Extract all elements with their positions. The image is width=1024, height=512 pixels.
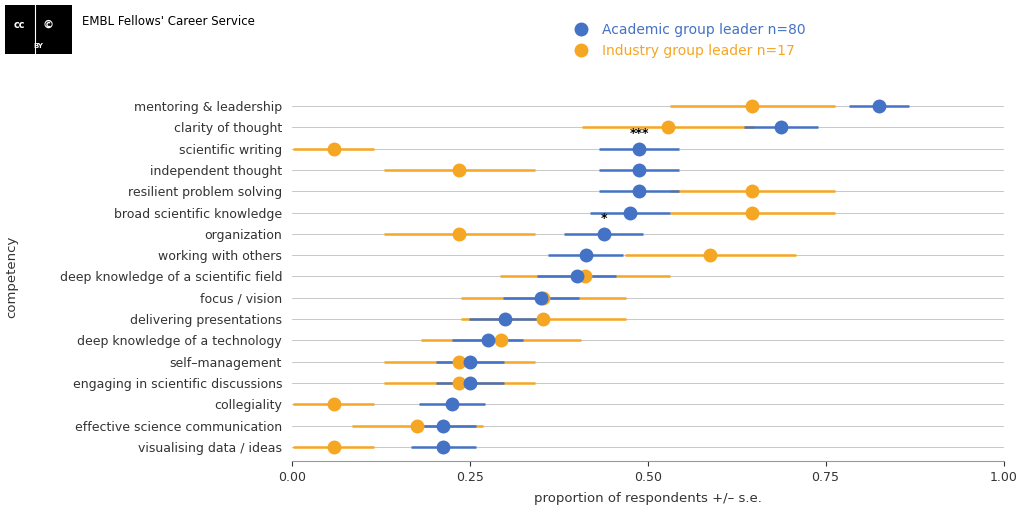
Text: BY: BY xyxy=(34,44,43,50)
X-axis label: proportion of respondents +/– s.e.: proportion of respondents +/– s.e. xyxy=(534,492,762,505)
Y-axis label: competency: competency xyxy=(5,236,18,317)
Legend: Academic group leader n=80, Industry group leader n=17: Academic group leader n=80, Industry gro… xyxy=(561,17,811,63)
Text: cc: cc xyxy=(14,19,26,30)
Text: *: * xyxy=(600,212,607,225)
Text: ©: © xyxy=(43,19,54,30)
Text: ***: *** xyxy=(630,126,649,140)
Text: EMBL Fellows' Career Service: EMBL Fellows' Career Service xyxy=(82,15,255,28)
